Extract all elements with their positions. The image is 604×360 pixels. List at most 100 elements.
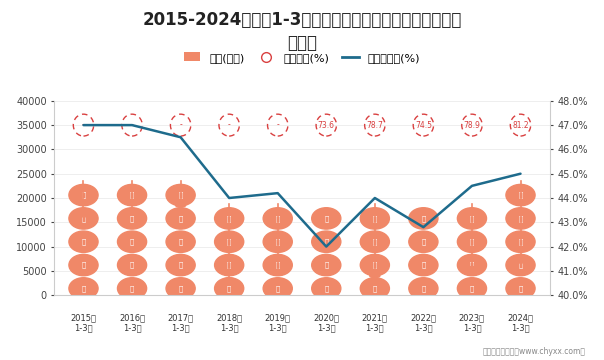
Ellipse shape — [166, 184, 195, 206]
Ellipse shape — [272, 271, 283, 275]
Ellipse shape — [506, 255, 535, 276]
Text: 债: 债 — [518, 192, 522, 198]
Text: 1-3月: 1-3月 — [365, 323, 384, 332]
Ellipse shape — [457, 255, 486, 276]
Ellipse shape — [214, 255, 244, 276]
Text: -: - — [179, 121, 182, 130]
Ellipse shape — [312, 208, 341, 229]
Text: 债: 债 — [82, 238, 86, 245]
Ellipse shape — [312, 255, 341, 276]
Text: 债: 债 — [518, 262, 522, 268]
Text: 1-3月: 1-3月 — [220, 323, 239, 332]
Ellipse shape — [409, 278, 438, 299]
Text: 债: 债 — [324, 285, 329, 292]
Text: 债: 债 — [470, 215, 474, 222]
Ellipse shape — [118, 255, 147, 276]
Text: 债: 债 — [421, 238, 425, 245]
Text: 1-3月: 1-3月 — [123, 323, 141, 332]
Text: -: - — [277, 121, 279, 130]
Text: 74.5: 74.5 — [415, 121, 432, 130]
Ellipse shape — [79, 213, 89, 217]
Text: 债: 债 — [324, 238, 329, 245]
Ellipse shape — [506, 184, 535, 206]
Ellipse shape — [166, 231, 195, 252]
Ellipse shape — [457, 231, 486, 252]
Text: 债: 债 — [179, 215, 183, 222]
Text: 债: 债 — [227, 262, 231, 268]
Text: 债: 债 — [179, 238, 183, 245]
Ellipse shape — [312, 278, 341, 299]
Ellipse shape — [360, 231, 390, 252]
Ellipse shape — [166, 255, 195, 276]
Ellipse shape — [69, 184, 98, 206]
Legend: 负债(亿元), 产权比率(%), 资产负债率(%): 负债(亿元), 产权比率(%), 资产负债率(%) — [179, 48, 425, 67]
Ellipse shape — [312, 231, 341, 252]
Text: 债: 债 — [179, 285, 183, 292]
Ellipse shape — [166, 208, 195, 229]
Text: 2024年: 2024年 — [507, 314, 533, 323]
Text: 债: 债 — [373, 215, 377, 222]
Text: 1-3月: 1-3月 — [414, 323, 432, 332]
Text: 债: 债 — [130, 262, 134, 268]
Text: 债: 债 — [470, 238, 474, 245]
Ellipse shape — [69, 255, 98, 276]
Ellipse shape — [506, 231, 535, 252]
Ellipse shape — [409, 255, 438, 276]
Ellipse shape — [360, 208, 390, 229]
Ellipse shape — [214, 278, 244, 299]
Text: 债: 债 — [130, 238, 134, 245]
Text: 债: 债 — [275, 238, 280, 245]
Text: 债: 债 — [82, 215, 86, 222]
Text: 债: 债 — [518, 238, 522, 245]
Text: 债: 债 — [275, 285, 280, 292]
Text: 债: 债 — [227, 285, 231, 292]
Text: 2022年: 2022年 — [410, 314, 437, 323]
Text: 债: 债 — [82, 262, 86, 268]
Text: 债: 债 — [324, 262, 329, 268]
Text: 债: 债 — [470, 285, 474, 292]
Text: 1-3月: 1-3月 — [268, 323, 287, 332]
Text: 债: 债 — [82, 285, 86, 292]
Ellipse shape — [214, 231, 244, 252]
Text: 债: 债 — [421, 215, 425, 222]
Text: 债: 债 — [227, 215, 231, 222]
Ellipse shape — [506, 208, 535, 229]
Text: -: - — [130, 121, 133, 130]
Text: 债: 债 — [518, 285, 522, 292]
Ellipse shape — [214, 208, 244, 229]
Text: 债: 债 — [130, 192, 134, 198]
Text: 1-3月: 1-3月 — [317, 323, 336, 332]
Text: 债: 债 — [82, 192, 86, 198]
Text: 2017年: 2017年 — [167, 314, 194, 323]
Ellipse shape — [515, 259, 525, 263]
Ellipse shape — [457, 278, 486, 299]
Ellipse shape — [69, 208, 98, 229]
Text: 债: 债 — [373, 262, 377, 268]
Ellipse shape — [166, 278, 195, 299]
Text: 78.9: 78.9 — [463, 121, 480, 130]
Text: 债: 债 — [324, 215, 329, 222]
Ellipse shape — [118, 278, 147, 299]
Text: 81.2: 81.2 — [512, 121, 529, 130]
Text: 债: 债 — [421, 262, 425, 268]
Ellipse shape — [118, 184, 147, 206]
Ellipse shape — [176, 203, 185, 207]
Ellipse shape — [263, 231, 292, 252]
Text: 债: 债 — [275, 215, 280, 222]
Text: 债: 债 — [179, 192, 183, 198]
Ellipse shape — [69, 278, 98, 299]
Text: 2015年: 2015年 — [71, 314, 97, 323]
Text: 债: 债 — [421, 285, 425, 292]
Text: 2019年: 2019年 — [265, 314, 291, 323]
Ellipse shape — [127, 208, 137, 212]
Text: 债: 债 — [518, 215, 522, 222]
Text: 1-3月: 1-3月 — [511, 323, 530, 332]
Text: 制图：智研咨询（www.chyxx.com）: 制图：智研咨询（www.chyxx.com） — [483, 347, 586, 356]
Text: 78.7: 78.7 — [367, 121, 384, 130]
Text: 2020年: 2020年 — [313, 314, 339, 323]
Text: 债: 债 — [179, 262, 183, 268]
Text: -: - — [228, 121, 231, 130]
Text: -: - — [82, 121, 85, 130]
Ellipse shape — [409, 231, 438, 252]
Ellipse shape — [409, 208, 438, 229]
